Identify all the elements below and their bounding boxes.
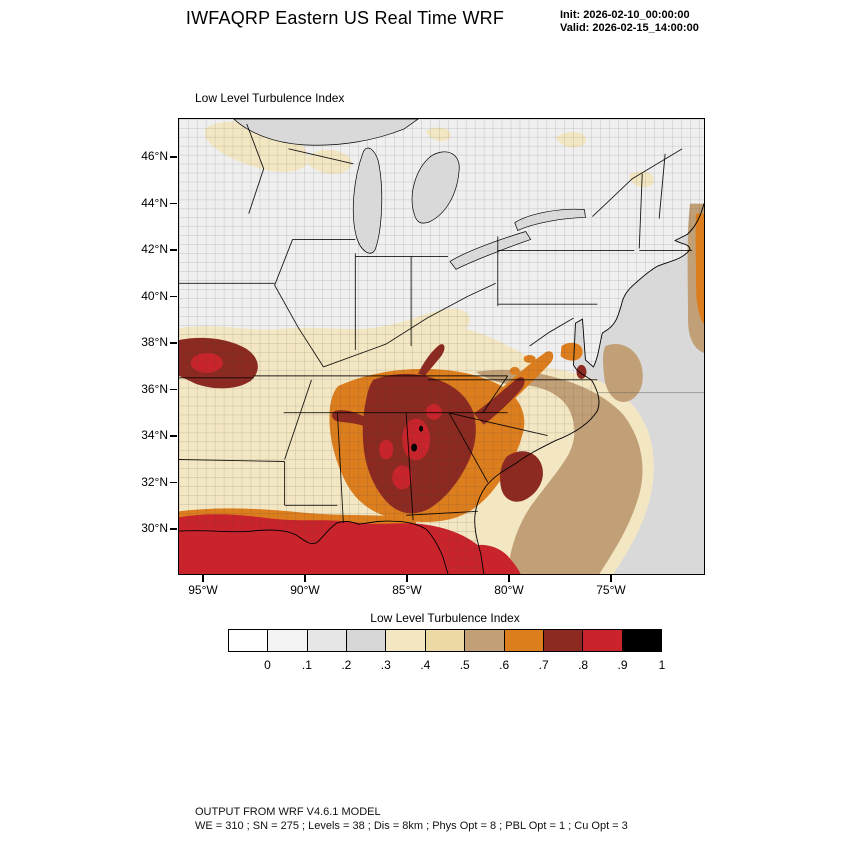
x-axis-label: 95°W <box>188 583 218 597</box>
x-axis-label: 85°W <box>392 583 422 597</box>
colorbar-tick-label: .1 <box>301 658 312 672</box>
colorbar-cell <box>582 629 623 652</box>
lake-ontario <box>514 208 586 231</box>
y-axis-tick <box>170 388 177 390</box>
y-axis-label: 38°N <box>141 335 168 349</box>
y-axis-tick <box>170 295 177 297</box>
y-axis-tick <box>170 435 177 437</box>
colorbar-cell <box>385 629 426 652</box>
init-time: Init: 2026-02-10_00:00:00 <box>560 9 690 21</box>
map-field-title: Low Level Turbulence Index <box>195 91 345 105</box>
colorbar-tick-label: 0 <box>264 658 271 672</box>
state-boundaries <box>179 123 693 524</box>
atlantic-coastline <box>474 203 704 574</box>
colorbar-cell <box>267 629 308 652</box>
lake-superior <box>233 119 419 146</box>
y-axis-label: 44°N <box>141 195 168 210</box>
y-axis-tick <box>170 528 177 530</box>
y-axis-label: 34°N <box>141 428 168 442</box>
colorbar-title: Low Level Turbulence Index <box>370 611 520 625</box>
x-axis-label: 75°W <box>596 583 626 597</box>
y-axis-label: 30°N <box>141 521 168 535</box>
colorbar-cell <box>306 629 348 652</box>
y-axis-label: 42°N <box>141 242 168 256</box>
lake-erie <box>449 231 532 270</box>
colorbar-tick-label: .5 <box>459 658 470 672</box>
colorbar-tick-label: 1 <box>658 658 666 672</box>
footer-line2: WE = 310 ; SN = 275 ; Levels = 38 ; Dis … <box>195 820 628 832</box>
colorbar-cell <box>424 629 466 652</box>
lake-huron <box>411 151 460 224</box>
colorbar-tick-label: .7 <box>538 658 549 672</box>
colorbar-tick-label: .2 <box>341 658 352 672</box>
x-axis-tick <box>304 575 306 582</box>
colorbar-cell <box>464 629 505 652</box>
run-metadata: Init: 2026-02-10_00:00:00 Valid: 2026-02… <box>560 9 699 35</box>
colorbar-tick-label: .9 <box>617 658 628 672</box>
y-axis-tick <box>170 156 177 158</box>
colorbar-cell <box>346 629 387 652</box>
gulf-coastline <box>179 520 449 574</box>
colorbar-cell <box>503 629 544 652</box>
map-canvas <box>179 119 704 574</box>
lake-michigan <box>352 147 383 254</box>
y-axis-tick <box>170 481 177 483</box>
y-axis-tick <box>170 342 177 344</box>
x-axis-tick <box>406 575 408 582</box>
y-axis-label: 32°N <box>141 474 168 489</box>
y-axis-tick <box>170 249 177 251</box>
colorbar-cell <box>542 629 584 652</box>
great-lakes <box>233 119 586 270</box>
x-axis-tick <box>610 575 612 582</box>
colorbar <box>228 629 662 652</box>
x-axis-label: 90°W <box>290 583 320 597</box>
colorbar-tick-label: .3 <box>380 658 391 672</box>
y-axis-tick <box>170 202 177 204</box>
colorbar-tick-label: .4 <box>420 658 431 672</box>
colorbar-cell <box>621 629 662 652</box>
colorbar-tick-label: .8 <box>578 658 589 672</box>
footer-line1: OUTPUT FROM WRF V4.6.1 MODEL <box>195 806 381 818</box>
model-footer: OUTPUT FROM WRF V4.6.1 MODEL WE = 310 ; … <box>195 805 628 833</box>
coastlines <box>179 203 704 574</box>
y-axis-label: 46°N <box>141 149 168 163</box>
colorbar-tick-label: .6 <box>499 658 510 672</box>
y-axis-label: 36°N <box>141 381 168 396</box>
valid-time: Valid: 2026-02-15_14:00:00 <box>560 22 699 34</box>
colorbar-cell <box>228 629 269 652</box>
page-title: IWFAQRP Eastern US Real Time WRF <box>185 8 505 28</box>
x-axis-tick <box>508 575 510 582</box>
x-axis-tick <box>202 575 204 582</box>
y-axis-label: 40°N <box>141 288 168 303</box>
map-frame <box>178 118 705 575</box>
x-axis-label: 80°W <box>494 583 524 597</box>
